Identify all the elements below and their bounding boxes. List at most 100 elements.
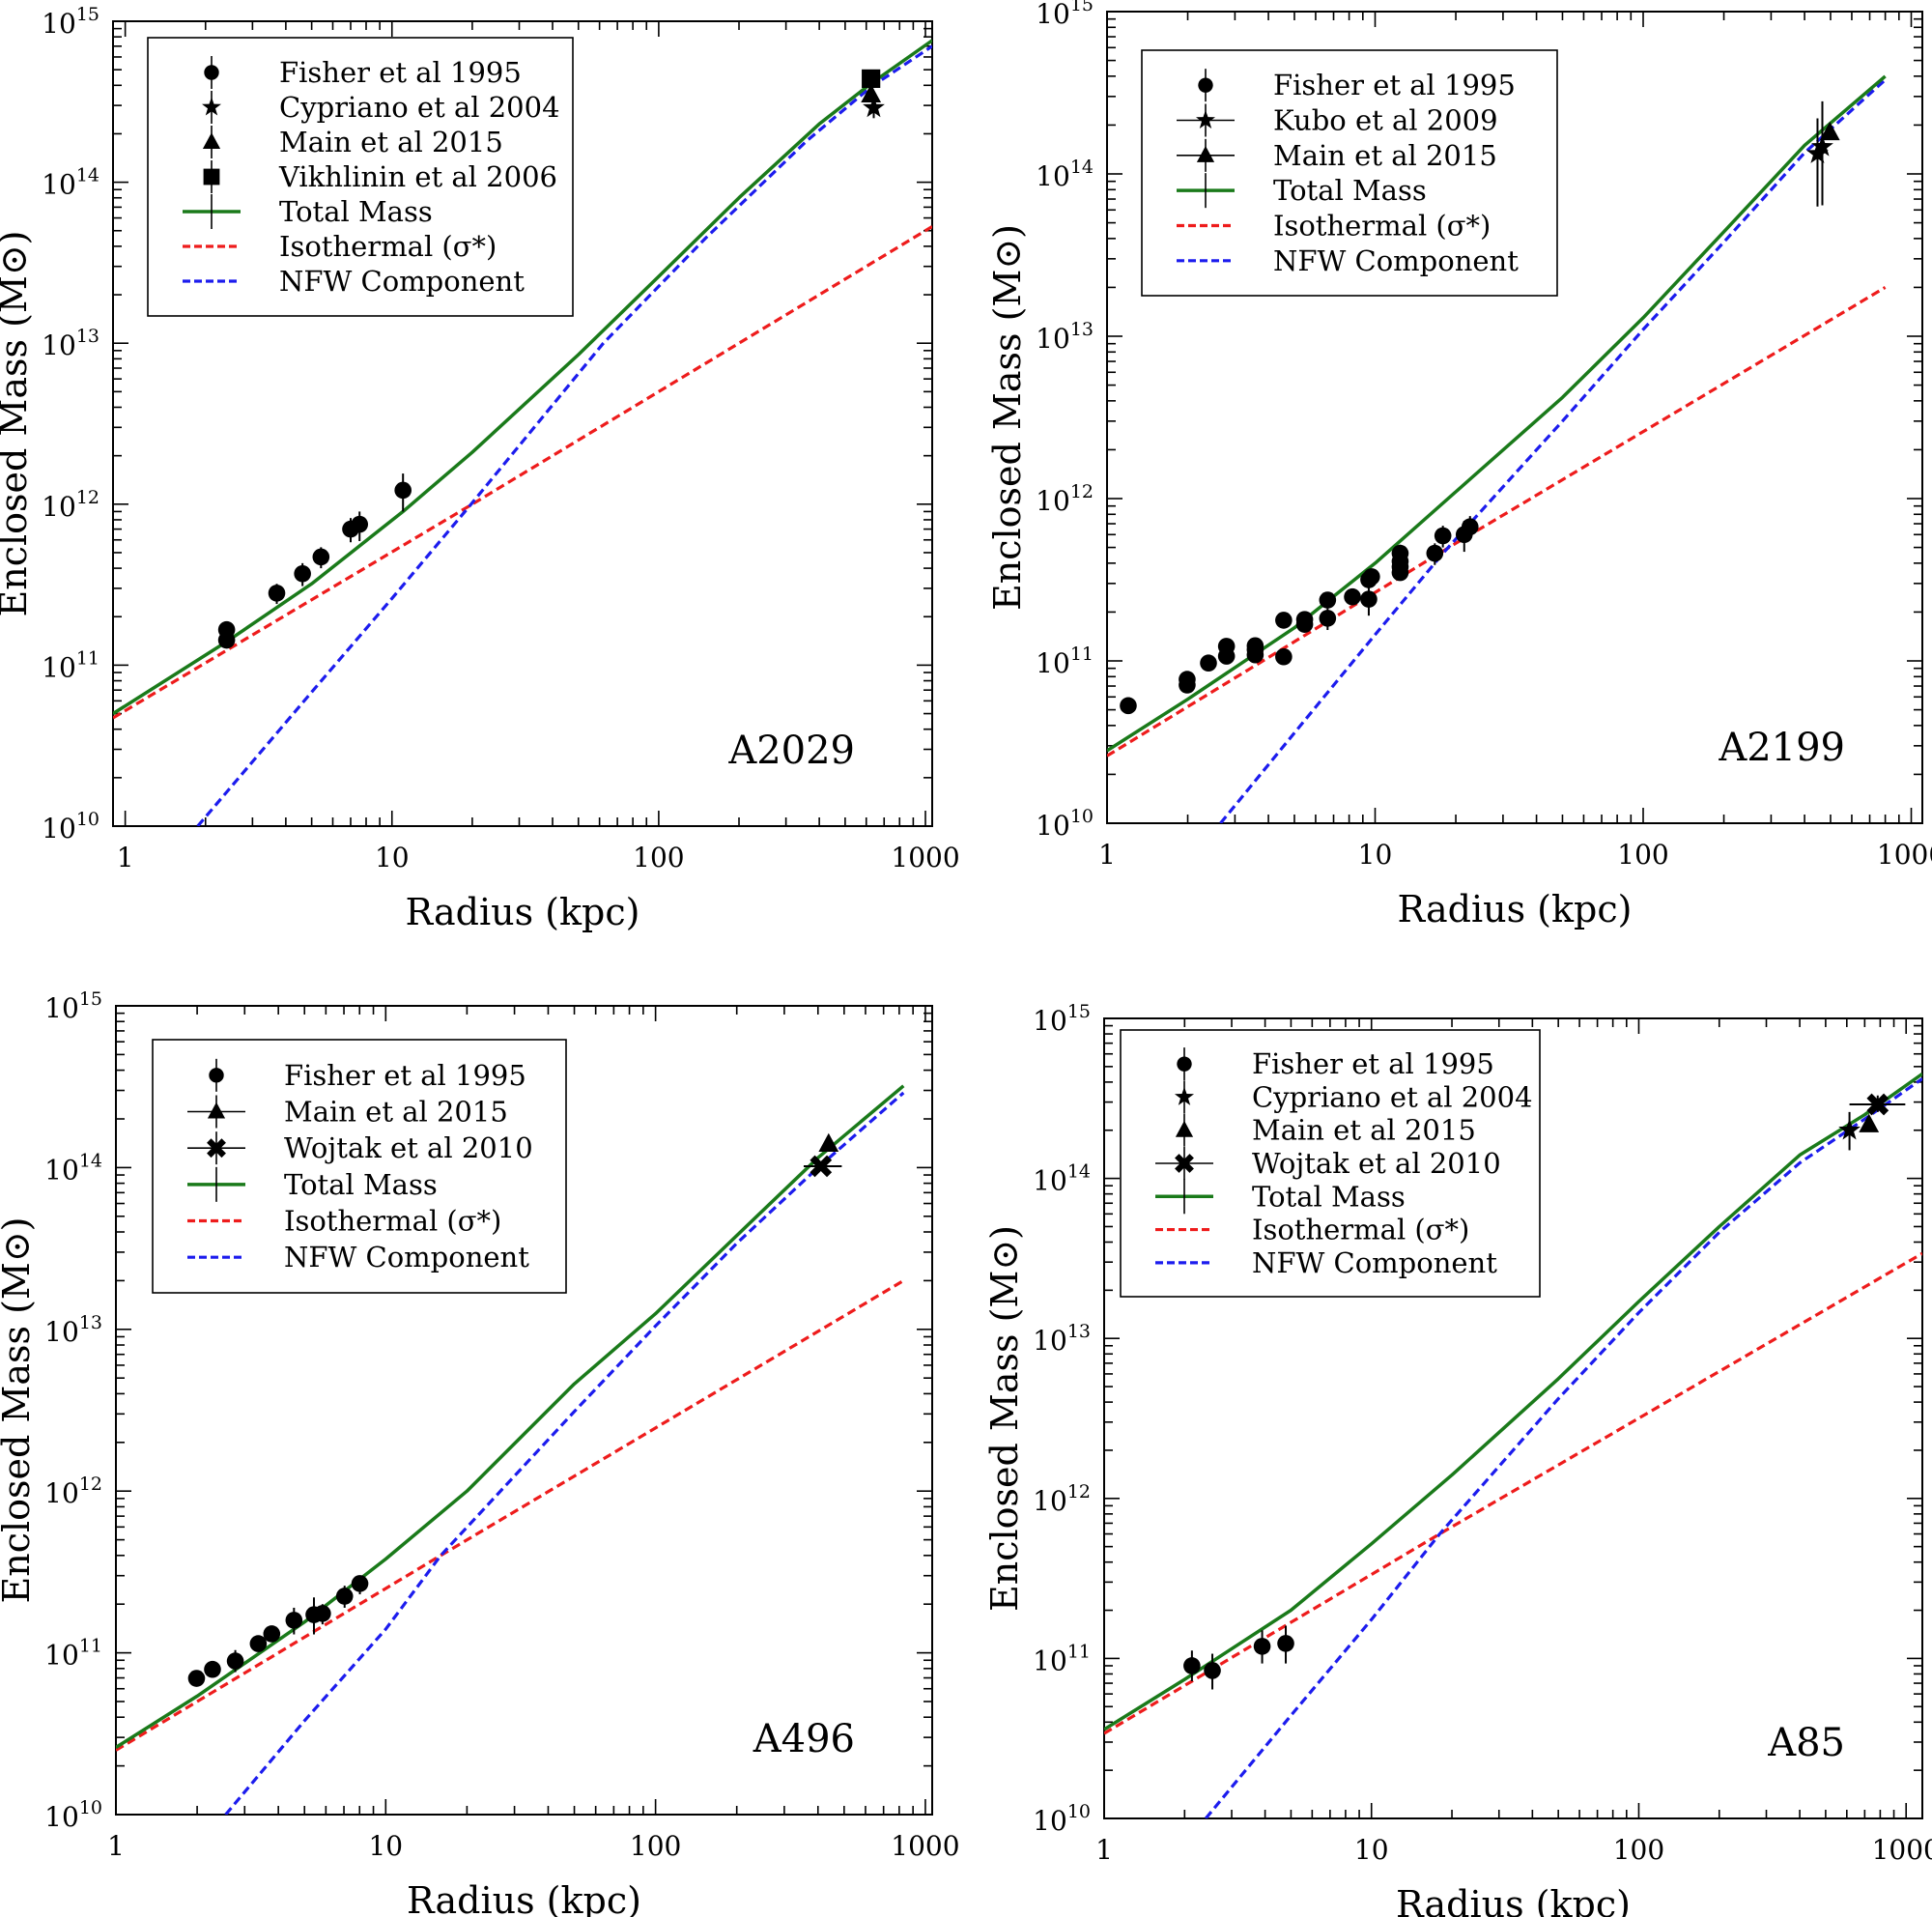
x-axis-title: Radius (kpc) <box>1396 1883 1631 1917</box>
x-tick-label: 1 <box>1098 839 1116 871</box>
data-point <box>1819 121 1840 141</box>
data-point <box>268 584 286 605</box>
x-stroke <box>207 1138 226 1159</box>
y-tick-exponent: 12 <box>79 1474 102 1495</box>
data-point <box>263 1625 281 1643</box>
legend-label: Total Mass <box>1273 174 1427 207</box>
y-tick-label: 1012 <box>1036 481 1094 517</box>
legend-item: NFW Component <box>187 1241 529 1273</box>
y-tick-label: 1014 <box>42 165 99 201</box>
y-tick-exponent: 10 <box>1070 806 1094 827</box>
data-point <box>818 1132 839 1152</box>
y-tick-base: 10 <box>1033 1165 1067 1197</box>
data-point <box>1319 591 1337 609</box>
circle-marker <box>204 1660 221 1678</box>
legend-label: Isothermal (σ*) <box>279 230 497 263</box>
legend-label: Total Mass <box>279 195 433 228</box>
circle-marker <box>394 481 412 500</box>
legend-item: NFW Component <box>1155 1246 1497 1279</box>
circle-marker <box>1434 527 1452 545</box>
legend-item: Isothermal (σ*) <box>183 230 497 263</box>
legend-label: Wojtak et al 2010 <box>1252 1147 1501 1180</box>
x-tick-label: 1000 <box>891 1830 959 1862</box>
y-tick-base: 10 <box>44 1316 79 1348</box>
triangle-marker <box>1819 121 1840 141</box>
y-tick-label: 1010 <box>1033 1801 1091 1837</box>
data-points <box>187 1132 842 1687</box>
nfw-curve <box>1219 78 1887 823</box>
legend-item: Wojtak et al 2010 <box>187 1131 533 1165</box>
x-stroke <box>1175 1154 1194 1173</box>
legend-label: NFW Component <box>1252 1246 1497 1279</box>
legend-star-marker <box>202 97 221 116</box>
circle-marker <box>1319 610 1337 627</box>
circle-marker <box>314 1605 331 1622</box>
circle-marker <box>263 1625 281 1643</box>
circle-marker <box>1217 647 1236 665</box>
y-tick-base: 10 <box>1033 1645 1067 1676</box>
circle-marker <box>1426 544 1444 562</box>
y-tick-exponent: 10 <box>76 809 99 830</box>
y-tick-exponent: 11 <box>1067 1641 1091 1662</box>
y-tick-label: 1012 <box>42 487 99 523</box>
legend-circle-marker <box>209 1068 224 1083</box>
data-point <box>1849 1093 1906 1116</box>
legend-label: Fisher et al 1995 <box>1273 69 1516 101</box>
circle-marker <box>294 564 311 583</box>
legend-box <box>152 1039 567 1294</box>
y-tick-base: 10 <box>42 329 76 361</box>
legend-triangle-marker <box>202 132 221 149</box>
circle-marker <box>1253 1638 1271 1655</box>
x-axis-title: Radius (kpc) <box>1398 888 1633 930</box>
total-curve <box>1104 1072 1922 1731</box>
triangle-marker <box>861 83 882 102</box>
series-fisher-et-al-1995 <box>1183 1625 1294 1690</box>
y-tick-base: 10 <box>1033 1005 1067 1037</box>
y-tick-exponent: 13 <box>1067 1321 1091 1342</box>
isothermal-curve <box>113 225 932 720</box>
series-main-et-al-2015 <box>1859 1113 1880 1132</box>
y-tick-exponent: 12 <box>1070 481 1094 502</box>
y-tick-exponent: 15 <box>76 4 99 25</box>
y-tick-exponent: 13 <box>79 1312 102 1333</box>
circle-marker <box>1391 563 1409 582</box>
y-tick-exponent: 14 <box>76 165 99 186</box>
y-tick-label: 1012 <box>1033 1481 1091 1517</box>
square-marker <box>862 69 881 89</box>
y-tick-base: 10 <box>1036 485 1070 517</box>
data-point <box>312 547 330 569</box>
legend-item: Fisher et al 1995 <box>204 56 522 89</box>
panel-label: A2029 <box>727 729 855 773</box>
legend-label: NFW Component <box>279 265 525 298</box>
data-point <box>1859 1113 1880 1132</box>
data-point <box>394 473 412 512</box>
data-point <box>1217 647 1236 665</box>
y-tick-label: 1013 <box>1036 319 1094 355</box>
data-point <box>1360 586 1378 616</box>
circle-marker <box>226 1652 244 1670</box>
x-tick-label: 1 <box>107 1830 125 1862</box>
legend-item: Total Mass <box>187 1166 438 1202</box>
circle-marker <box>1277 1635 1294 1652</box>
y-tick-base: 10 <box>42 651 76 683</box>
curves <box>1107 74 1887 823</box>
y-tick-label: 1010 <box>1036 806 1094 842</box>
y-tick-exponent: 10 <box>79 1797 102 1818</box>
legend-item: Wojtak et al 2010 <box>1155 1147 1501 1180</box>
legend-item: Kubo et al 2009 <box>1177 103 1498 137</box>
plot-frame <box>112 20 933 827</box>
y-tick-label: 1015 <box>44 988 102 1024</box>
y-tick-exponent: 12 <box>1067 1481 1091 1502</box>
legend-triangle-marker <box>207 1102 226 1119</box>
y-tick-label: 1013 <box>1033 1321 1091 1357</box>
circle-marker <box>1461 518 1479 536</box>
circle-marker <box>1246 645 1264 664</box>
circle-marker <box>1319 591 1337 609</box>
series-main-et-al-2015 <box>1819 121 1840 141</box>
x-tick-label: 1000 <box>1872 1834 1932 1866</box>
data-point <box>249 1635 268 1652</box>
series-vikhlinin-et-al-2006 <box>862 69 881 89</box>
data-point <box>1344 587 1361 606</box>
